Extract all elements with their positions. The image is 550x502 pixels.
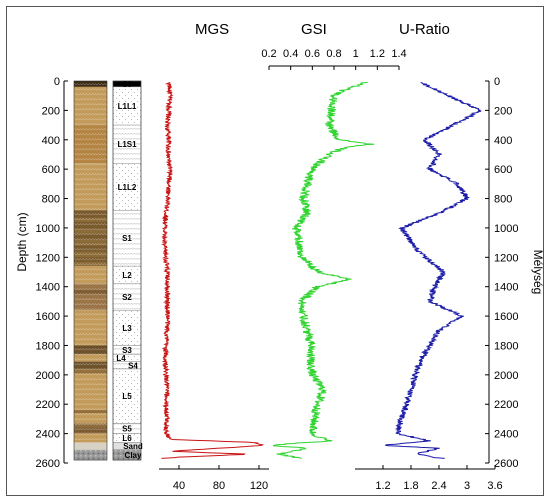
unit-label: L4 [116, 354, 126, 363]
unit-label: Sand [123, 442, 143, 451]
left-axis-tick-label: 1000 [36, 223, 60, 235]
left-axis-tick-label: 1400 [36, 282, 60, 294]
unit-label: L2 [122, 271, 132, 280]
unit-label: L1S1 [117, 140, 137, 149]
value-axis-tick-label: 2.4 [431, 480, 446, 492]
u-ratio-title: U-Ratio [399, 21, 450, 38]
unit-label: S1 [122, 234, 132, 243]
right-axis-tick-label: 800 [494, 194, 512, 206]
left-axis-tick-label: 600 [42, 164, 60, 176]
gsi-curve [272, 82, 375, 459]
value-axis-mgs: 40 80 120 [159, 465, 269, 492]
lithology-layer [74, 449, 107, 461]
right-axis-tick-label: 200 [494, 105, 512, 117]
right-axis-tick-label: 2400 [494, 429, 518, 441]
unit-label: S0 [122, 80, 132, 89]
right-depth-axis: 0 200 400 600 800 1000 1200 1400 1600 1800 2000 220… [485, 76, 518, 470]
lithology-texture [74, 81, 107, 443]
value-axis-u-ratio: 1.2 1.8 2.4 3 3.6 [355, 465, 503, 492]
right-axis-tick-label: 600 [494, 164, 512, 176]
stratigraphy-chart: MGS GSI U-Ratio Depth (cm) Mélység 0 200 4… [15, 21, 545, 492]
lithology-column [73, 80, 108, 461]
value-axis-tick-label: 0.8 [326, 48, 341, 60]
mgs-title: MGS [195, 21, 229, 38]
value-axis-tick-label: 3.6 [487, 480, 502, 492]
left-axis-tick-label: 2200 [36, 399, 60, 411]
unit-box [112, 368, 142, 424]
left-axis-tick-label: 1200 [36, 252, 60, 264]
unit-label: L3 [122, 324, 132, 333]
unit-label: S3 [122, 346, 132, 355]
unit-label: L1L2 [118, 183, 137, 192]
u-ratio-curve [385, 82, 482, 459]
unit-box [112, 283, 142, 311]
series-plots: 40 80 120 0.2 0.4 0.6 0.8 1 1.2 1.4 1.2 1.8 2.4 3 3.6 [159, 48, 503, 492]
right-axis-tick-label: 1600 [494, 311, 518, 323]
value-axis-tick-label: 0.6 [305, 48, 320, 60]
value-axis-tick-label: 80 [213, 480, 225, 492]
right-axis-tick-label: 0 [494, 76, 500, 88]
unit-box [112, 124, 142, 164]
melyseg-axis-label: Mélység [531, 250, 545, 295]
unit-label: Clay [125, 451, 142, 460]
unit-box [112, 163, 142, 211]
left-axis-tick-label: 0 [54, 76, 60, 88]
value-axis-tick-label: 3 [464, 480, 470, 492]
left-axis-tick-label: 1600 [36, 311, 60, 323]
right-axis-tick-label: 400 [494, 135, 512, 147]
unit-label: L6 [122, 434, 132, 443]
left-axis-tick-label: 2000 [36, 370, 60, 382]
unit-label: L5 [122, 392, 132, 401]
value-axis-tick-label: 1.4 [391, 48, 406, 60]
unit-box [112, 210, 142, 267]
value-axis-tick-label: 1.2 [375, 480, 390, 492]
left-depth-axis: 0 200 400 600 800 1000 1200 1400 1600 1800 2000 220… [36, 76, 68, 470]
value-axis-tick-label: 1 [353, 48, 359, 60]
unit-label: S5 [122, 424, 132, 433]
mgs-curve [161, 82, 264, 459]
left-axis-tick-label: 400 [42, 135, 60, 147]
right-axis-tick-label: 1200 [494, 252, 518, 264]
left-axis-tick-label: 2400 [36, 429, 60, 441]
right-axis-tick-label: 1400 [494, 282, 518, 294]
right-axis-tick-label: 2000 [494, 370, 518, 382]
value-axis-tick-label: 120 [250, 480, 268, 492]
value-axis-tick-label: 0.4 [283, 48, 298, 60]
unit-label: L1L1 [118, 102, 137, 111]
left-axis-tick-label: 1800 [36, 340, 60, 352]
right-axis-tick-label: 2600 [494, 458, 518, 470]
gsi-title: GSI [301, 21, 327, 38]
unit-label: S2 [122, 293, 132, 302]
value-axis-gsi: 0.2 0.4 0.6 0.8 1 1.2 1.4 [261, 48, 407, 70]
lithology-border [73, 80, 108, 461]
left-axis-tick-label: 2600 [36, 458, 60, 470]
right-axis-tick-label: 1800 [494, 340, 518, 352]
left-axis-tick-label: 800 [42, 194, 60, 206]
right-axis-tick-label: 2200 [494, 399, 518, 411]
left-axis-tick-label: 200 [42, 105, 60, 117]
depth-axis-label: Depth (cm) [15, 212, 29, 271]
value-axis-tick-label: 1.2 [370, 48, 385, 60]
value-axis-tick-label: 1.8 [403, 480, 418, 492]
unit-column-border [112, 80, 142, 461]
unit-label: S4 [128, 361, 138, 370]
unit-box [112, 310, 142, 346]
figure-frame: MGS GSI U-Ratio Depth (cm) Mélység 0 200 4… [6, 6, 545, 496]
right-axis-tick-label: 1000 [494, 223, 518, 235]
lithology-layer [74, 442, 107, 450]
value-axis-tick-label: 0.2 [261, 48, 276, 60]
value-axis-tick-label: 40 [173, 480, 185, 492]
